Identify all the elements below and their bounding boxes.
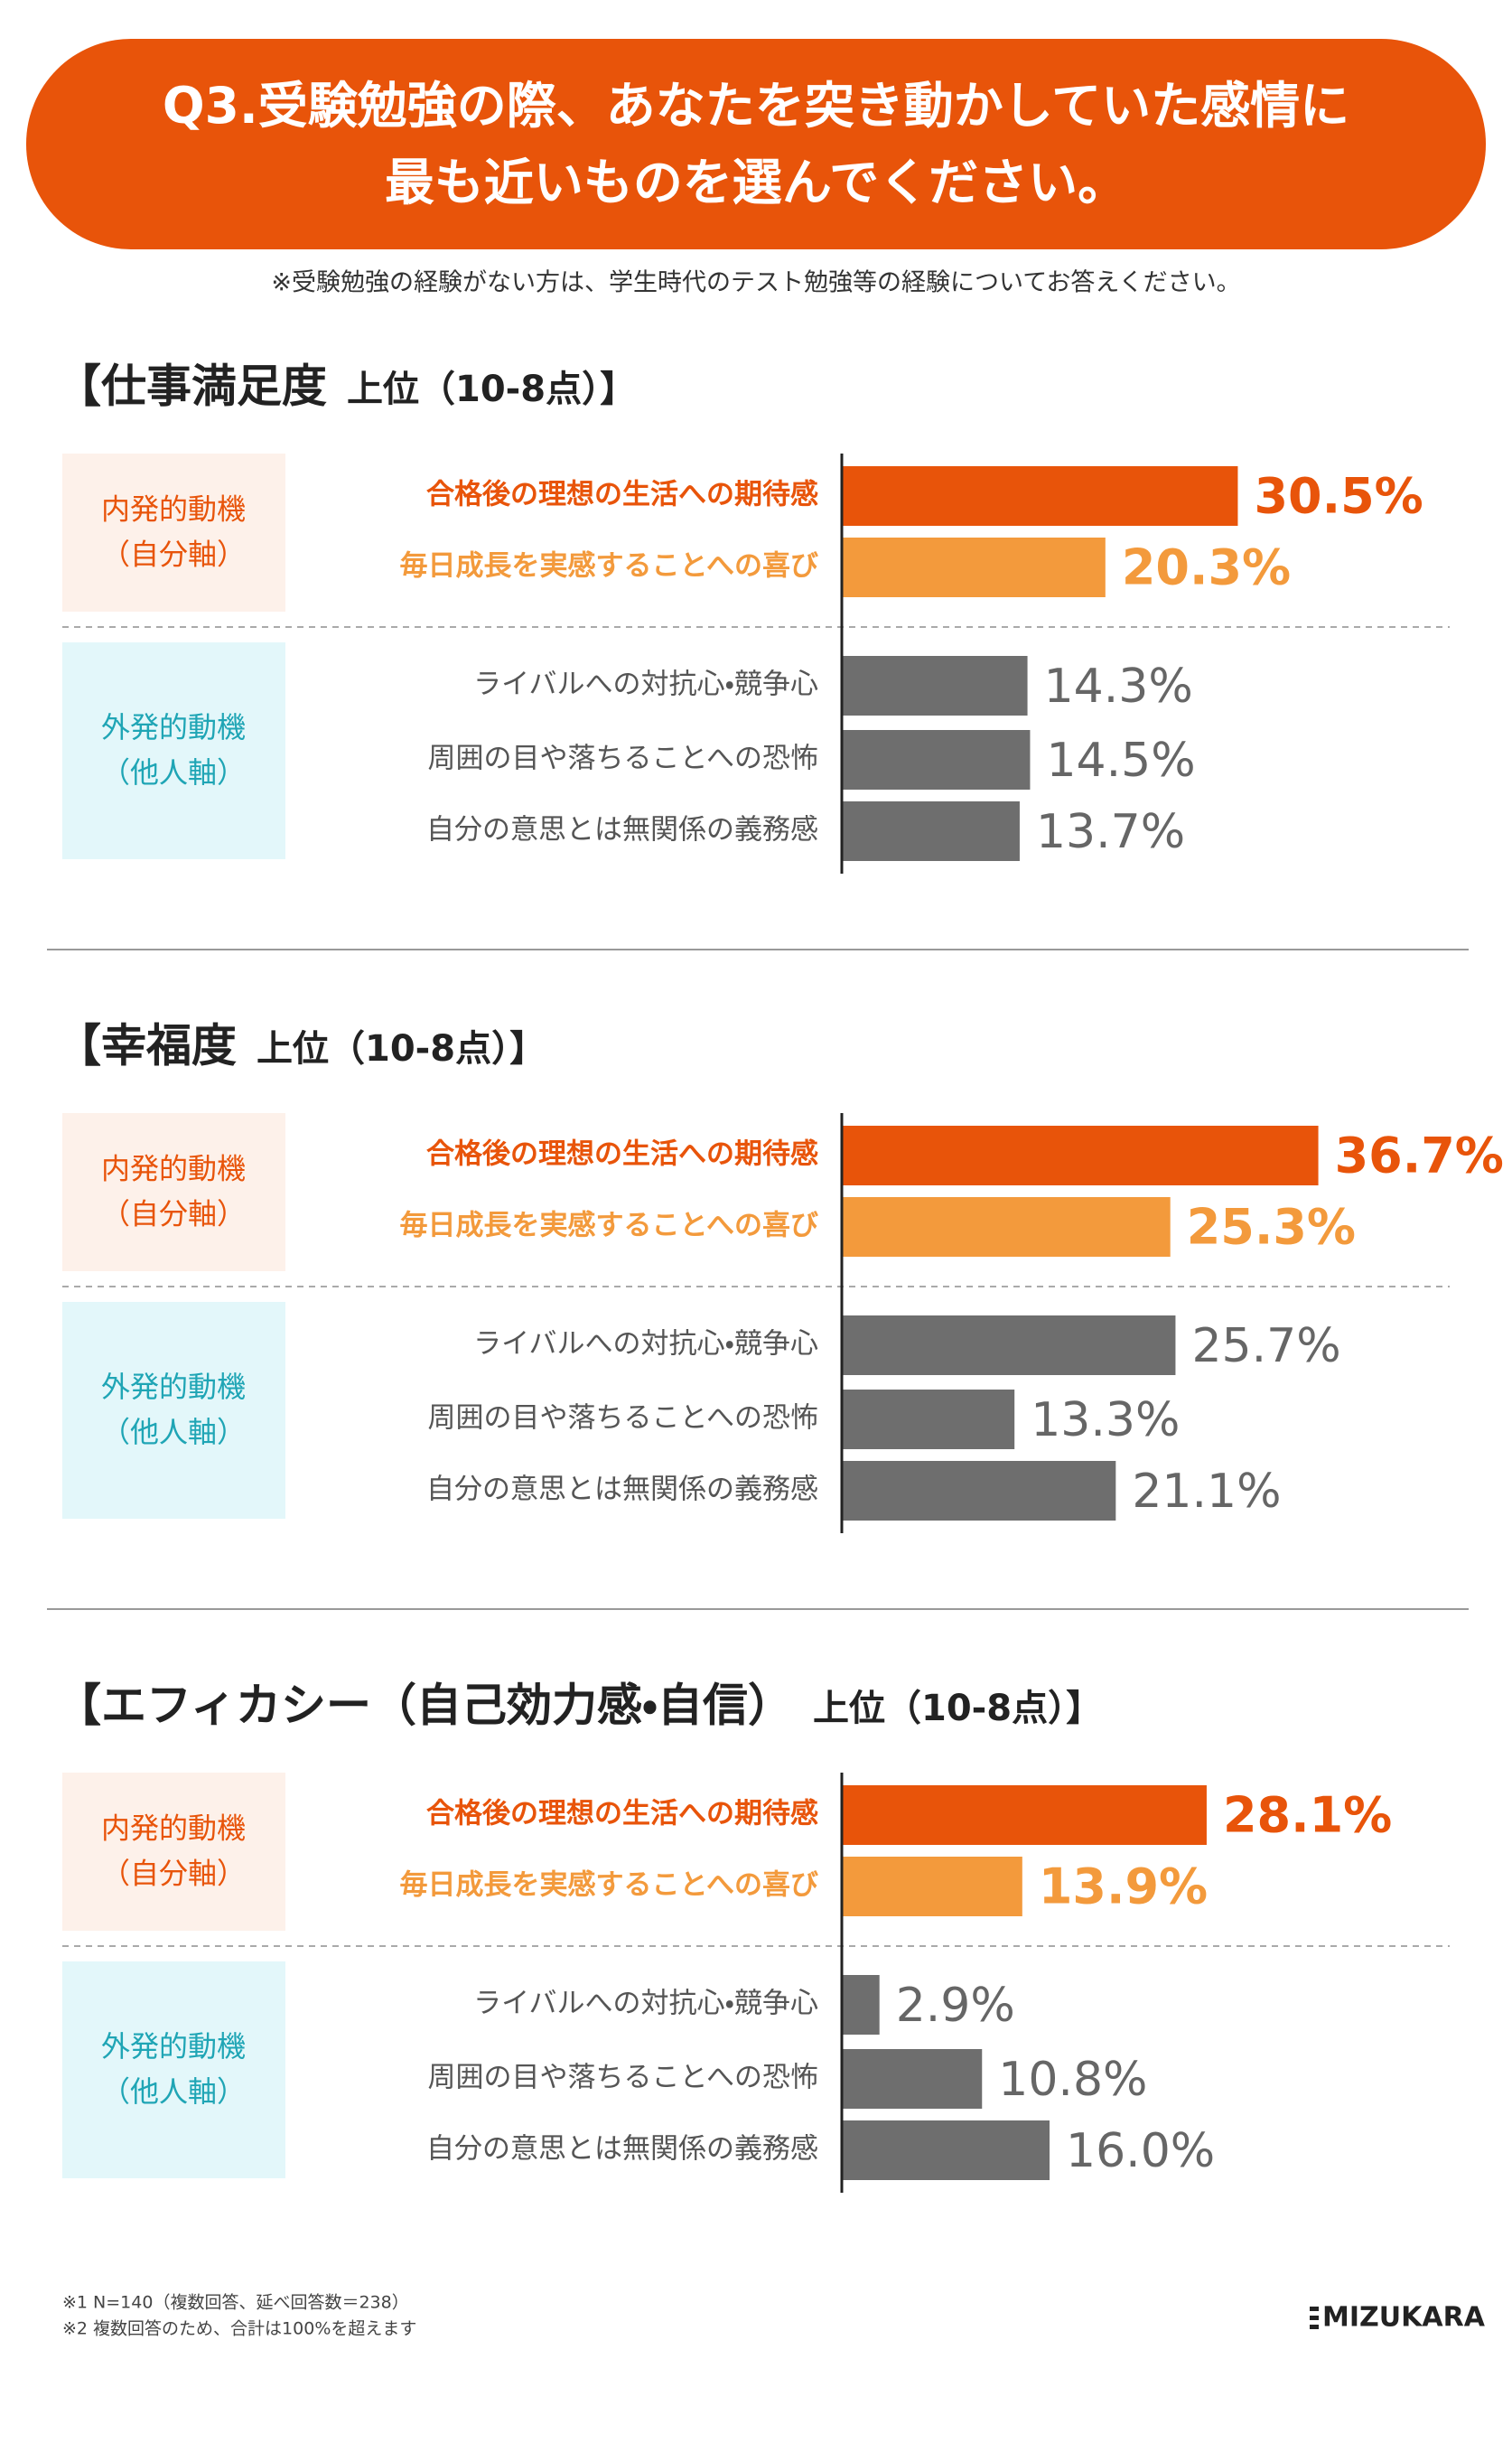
category-label: 自分の意思とは無関係の義務感 — [426, 1474, 818, 1506]
group-box — [62, 1961, 285, 2178]
value-label: 21.1% — [1132, 1465, 1281, 1519]
bar — [842, 1857, 1022, 1916]
group-label: （他人軸） — [101, 755, 246, 790]
category-label: 自分の意思とは無関係の義務感 — [426, 2133, 818, 2166]
value-label: 30.5% — [1254, 468, 1423, 525]
category-label: 周囲の目や落ちることへの恐怖 — [428, 743, 818, 775]
header-banner — [26, 39, 1486, 249]
group-box — [62, 454, 285, 612]
bar — [842, 538, 1106, 597]
bar — [842, 1126, 1319, 1185]
group-box — [62, 1113, 285, 1271]
question-line: 最も近いものを選んでください。 — [385, 154, 1127, 211]
category-label: ライバルへの対抗心・競争心 — [473, 1988, 818, 2020]
category-label: 毎日成長を実感することへの喜び — [400, 550, 818, 583]
bar — [842, 2120, 1050, 2180]
group-label: 内発的動機 — [101, 492, 246, 527]
value-label: 10.8% — [998, 2053, 1147, 2107]
value-label: 14.3% — [1044, 660, 1193, 714]
group-label: （他人軸） — [101, 1415, 246, 1449]
value-label: 20.3% — [1122, 539, 1291, 596]
logo-mark — [1310, 2325, 1319, 2329]
group-label: 外発的動機 — [101, 710, 246, 744]
category-label: 自分の意思とは無関係の義務感 — [426, 814, 818, 847]
value-label: 16.0% — [1066, 2124, 1215, 2178]
group-label: （自分軸） — [101, 538, 246, 572]
group-label: 内発的動機 — [101, 1152, 246, 1186]
bar — [842, 1785, 1207, 1845]
footnote: ※2 複数回答のため、合計は100%を超えます — [62, 2319, 416, 2339]
chart-subtitle: 上位（10-8点）】 — [813, 1688, 1102, 1729]
value-label: 28.1% — [1223, 1787, 1392, 1844]
category-label: 合格後の理想の生活への期待感 — [426, 1798, 818, 1830]
chart-title: 【エフィカシー（自己効力感・自信） — [56, 1680, 793, 1732]
value-label: 13.9% — [1039, 1858, 1208, 1915]
group-label: （自分軸） — [101, 1857, 246, 1891]
value-label: 13.3% — [1031, 1393, 1180, 1447]
bar — [842, 730, 1031, 790]
category-label: ライバルへの対抗心・競争心 — [473, 669, 818, 701]
chart-subtitle: 上位（10-8点）】 — [257, 1028, 546, 1070]
question-line: Q3.受験勉強の際、あなたを突き動かしていた感情に — [163, 77, 1349, 135]
value-label: 36.7% — [1335, 1128, 1504, 1184]
group-box — [62, 1302, 285, 1519]
group-label: 外発的動機 — [101, 1370, 246, 1404]
group-box — [62, 642, 285, 859]
category-label: 毎日成長を実感することへの喜び — [400, 1869, 818, 1902]
category-label: 合格後の理想の生活への期待感 — [426, 1138, 818, 1171]
chart-title: 【幸福度 — [56, 1020, 237, 1072]
bar — [842, 2049, 983, 2109]
value-label: 25.3% — [1187, 1199, 1356, 1256]
value-label: 25.7% — [1191, 1319, 1340, 1373]
bar — [842, 801, 1020, 861]
value-label: 13.7% — [1036, 805, 1185, 859]
category-label: 周囲の目や落ちることへの恐怖 — [428, 2062, 818, 2094]
group-box — [62, 1773, 285, 1931]
bar — [842, 656, 1028, 716]
value-label: 14.5% — [1046, 734, 1195, 788]
category-label: ライバルへの対抗心・競争心 — [473, 1328, 818, 1361]
bar — [842, 1975, 880, 2035]
logo-mark — [1310, 2307, 1319, 2311]
note: ※受験勉強の経験がない方は、学生時代のテスト勉強等の経験についてお答えください。 — [271, 269, 1240, 297]
category-label: 合格後の理想の生活への期待感 — [426, 479, 818, 511]
bar — [842, 1197, 1171, 1257]
bar — [842, 466, 1238, 526]
group-label: 外発的動機 — [101, 2029, 246, 2064]
logo: MIZUKARA — [1322, 2302, 1486, 2334]
logo-mark — [1310, 2316, 1319, 2320]
group-label: （自分軸） — [101, 1197, 246, 1231]
group-label: （他人軸） — [101, 2074, 246, 2109]
bar — [842, 1315, 1176, 1375]
chart-subtitle: 上位（10-8点）】 — [347, 369, 636, 410]
group-label: 内発的動機 — [101, 1811, 246, 1846]
chart-title: 【仕事満足度 — [56, 360, 327, 413]
bar — [842, 1461, 1116, 1521]
category-label: 毎日成長を実感することへの喜び — [400, 1210, 818, 1242]
bar — [842, 1390, 1015, 1449]
value-label: 2.9% — [896, 1979, 1015, 2033]
footnote: ※1 N=140（複数回答、延べ回答数＝238） — [62, 2293, 409, 2313]
category-label: 周囲の目や落ちることへの恐怖 — [428, 1402, 818, 1435]
